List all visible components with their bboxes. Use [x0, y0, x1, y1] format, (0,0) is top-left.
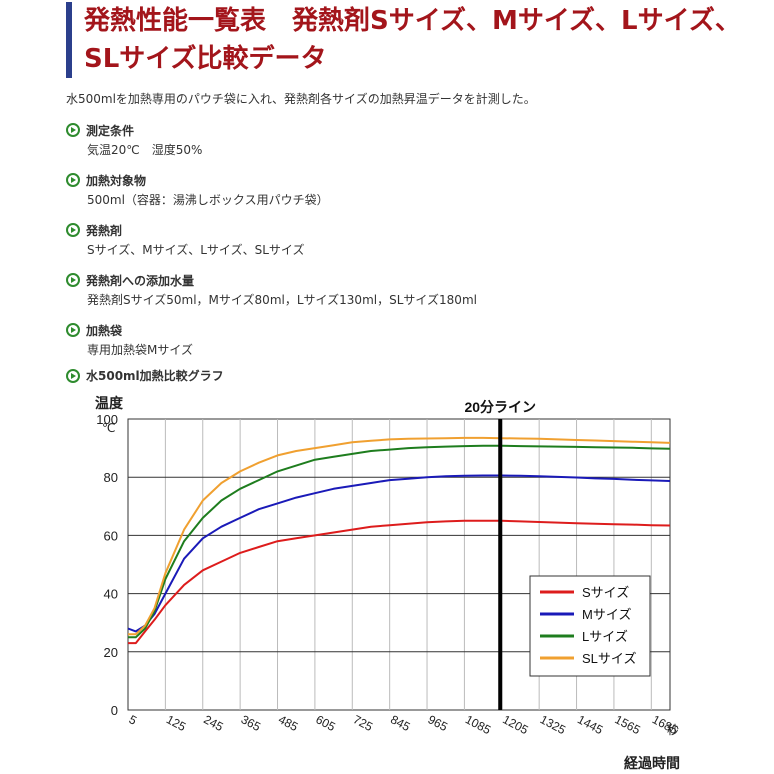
- x-tick-label: 1085: [463, 712, 493, 737]
- y-tick-label: 60: [104, 528, 118, 543]
- x-tick-label: 365: [239, 712, 264, 734]
- y-tick-label: 20: [104, 645, 118, 660]
- condition-label: 加熱袋: [86, 323, 123, 338]
- series-line-Lサイズ: [128, 444, 671, 639]
- legend-label: Lサイズ: [582, 629, 628, 644]
- x-tick-label: 485: [276, 712, 301, 734]
- x-tick-label: 1325: [538, 712, 568, 737]
- condition-value: 専用加熱袋Mサイズ: [87, 343, 193, 357]
- x-tick-label: 1445: [575, 712, 605, 737]
- condition-label: 発熱剤: [86, 223, 123, 238]
- condition-item: 測定条件 気温20℃ 湿度50%: [66, 122, 477, 158]
- y-axis-label: 温度: [95, 395, 124, 411]
- legend-label: Mサイズ: [582, 607, 631, 622]
- play-circle-icon: [66, 323, 80, 337]
- legend-label: SLサイズ: [582, 651, 637, 666]
- x-tick-label: 605: [313, 712, 338, 734]
- series-line-Sサイズ: [128, 519, 671, 645]
- legend-label: Sサイズ: [582, 585, 629, 600]
- condition-item: 発熱剤への添加水量 発熱剤Sサイズ50ml，Mサイズ80ml，Lサイズ130ml…: [66, 272, 477, 308]
- x-tick-label: 845: [388, 712, 413, 734]
- series-line-Mサイズ: [127, 474, 671, 633]
- title-block: 発熱性能一覧表 発熱剤Sサイズ、Mサイズ、Lサイズ、SLサイズ比較データ: [66, 2, 774, 78]
- condition-item: 加熱袋 専用加熱袋Mサイズ: [66, 322, 477, 358]
- condition-label: 測定条件: [86, 123, 135, 138]
- x-tick-label: 5: [127, 712, 140, 728]
- condition-value: 500ml（容器：湯沸しボックス用パウチ袋）: [87, 193, 329, 207]
- condition-value: 発熱剤Sサイズ50ml，Mサイズ80ml，Lサイズ130ml，SLサイズ180m…: [87, 293, 477, 307]
- temperature-chart: 0 20 40 60 80 100 5 125 245 365 485 605 725 845 965 108…: [95, 395, 680, 771]
- x-tick-label: 1205: [500, 712, 530, 737]
- x-axis-label: 経過時間: [624, 755, 680, 771]
- condition-value: 気温20℃ 湿度50%: [87, 143, 203, 157]
- x-tick-label: 965: [426, 712, 451, 734]
- condition-list: 測定条件 気温20℃ 湿度50% 加熱対象物 500ml（容器：湯沸しボックス用…: [66, 122, 477, 372]
- graph-title: 水500ml加熱比較グラフ: [66, 367, 224, 384]
- y-axis-unit: ℃: [102, 421, 115, 435]
- x-tick-label: 1565: [613, 712, 643, 737]
- x-tick-label: 245: [201, 712, 226, 734]
- play-circle-icon: [66, 368, 80, 383]
- condition-item: 発熱剤 Sサイズ、Mサイズ、Lサイズ、SLサイズ: [66, 222, 477, 258]
- play-circle-icon: [66, 223, 80, 237]
- x-axis-unit: 秒: [667, 723, 679, 737]
- x-tick-label: 125: [164, 712, 189, 734]
- play-circle-icon: [66, 123, 80, 137]
- play-circle-icon: [66, 173, 80, 187]
- condition-item: 加熱対象物 500ml（容器：湯沸しボックス用パウチ袋）: [66, 172, 477, 208]
- annotation-label: 20分ライン: [464, 399, 536, 415]
- condition-value: Sサイズ、Mサイズ、Lサイズ、SLサイズ: [87, 243, 305, 257]
- y-tick-label: 80: [104, 470, 118, 485]
- series-line-SLサイズ: [128, 436, 671, 636]
- y-tick-label: 0: [111, 703, 118, 718]
- condition-label: 加熱対象物: [86, 173, 147, 188]
- play-circle-icon: [66, 273, 80, 287]
- intro-text: 水500mlを加熱専用のパウチ袋に入れ、発熱剤各サイズの加熱昇温データを計測した…: [66, 92, 536, 106]
- page-title: 発熱性能一覧表 発熱剤Sサイズ、Mサイズ、Lサイズ、SLサイズ比較データ: [84, 6, 741, 74]
- x-tick-label: 725: [351, 712, 376, 734]
- y-tick-label: 100: [96, 412, 118, 427]
- y-tick-label: 40: [104, 587, 118, 602]
- condition-label: 発熱剤への添加水量: [86, 273, 195, 288]
- graph-title-text: 水500ml加熱比較グラフ: [86, 369, 224, 383]
